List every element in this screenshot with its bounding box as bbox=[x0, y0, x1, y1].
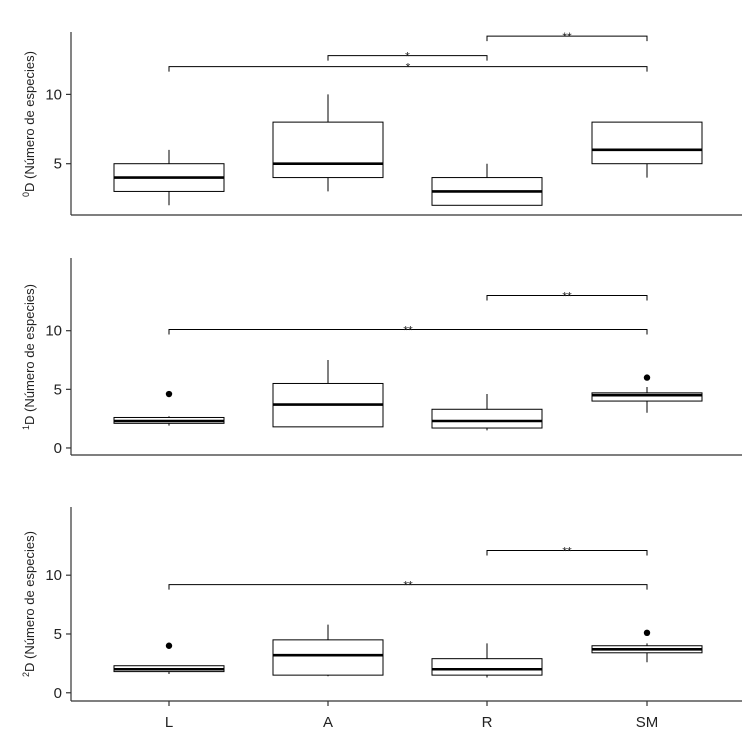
box-sm bbox=[591, 629, 703, 663]
significance-label: ** bbox=[403, 324, 413, 338]
significance-bracket: ** bbox=[168, 324, 648, 338]
y-axis-label: 2D (Número de especies) bbox=[21, 531, 37, 677]
box-a bbox=[272, 94, 384, 192]
significance-bracket: ** bbox=[486, 545, 648, 559]
y-tick-label: 0 bbox=[54, 440, 62, 457]
box-a bbox=[272, 360, 384, 428]
y-axis-label: 1D (Número de especies) bbox=[21, 284, 37, 430]
y-tick-label: 10 bbox=[45, 323, 62, 340]
bracket-line bbox=[168, 584, 648, 590]
box-group bbox=[113, 624, 703, 678]
y-tick-group: 0 5 10 bbox=[45, 567, 71, 702]
panel-shannon: 0 5 10 ** ** 1D (Número de especies) bbox=[21, 258, 742, 457]
box-iqr bbox=[272, 121, 384, 179]
y-axis-label-superscript: 2 bbox=[21, 672, 31, 677]
significance-group: ** ** bbox=[168, 290, 648, 338]
x-tick-group: L A R SM bbox=[165, 701, 658, 731]
significance-label: ** bbox=[562, 30, 572, 44]
panel-richness: 510 **** 0D (Número de especies) bbox=[21, 30, 742, 216]
box-group bbox=[113, 360, 703, 431]
y-axis-label: 0D (Número de especies) bbox=[21, 51, 37, 197]
box-sm bbox=[591, 121, 703, 178]
significance-label: ** bbox=[562, 290, 572, 304]
significance-label: ** bbox=[403, 579, 413, 593]
box-l bbox=[113, 149, 225, 206]
y-tick-label: 10 bbox=[45, 567, 62, 584]
outlier-point bbox=[165, 390, 173, 398]
significance-label: * bbox=[406, 61, 411, 75]
outlier-point bbox=[643, 629, 651, 637]
box-iqr bbox=[591, 392, 703, 402]
box-iqr bbox=[591, 121, 703, 165]
significance-label: ** bbox=[562, 545, 572, 559]
significance-bracket: ** bbox=[486, 30, 648, 44]
y-axis-label-superscript: 1 bbox=[21, 425, 31, 430]
y-tick-label: 10 bbox=[45, 86, 62, 103]
significance-bracket: ** bbox=[168, 579, 648, 593]
bracket-line bbox=[168, 66, 648, 72]
significance-group: ** ** bbox=[168, 545, 648, 593]
box-r bbox=[431, 643, 543, 678]
significance-label: * bbox=[405, 50, 410, 64]
x-tick-label: SM bbox=[636, 714, 659, 731]
x-tick-label: R bbox=[482, 714, 493, 731]
box-group bbox=[113, 94, 703, 206]
y-tick-label: 5 bbox=[54, 381, 62, 398]
significance-bracket: * bbox=[327, 50, 488, 64]
y-tick-group: 5 10 bbox=[45, 86, 71, 173]
box-r bbox=[431, 163, 543, 206]
box-l bbox=[113, 642, 225, 674]
x-tick-label: L bbox=[165, 714, 173, 731]
box-l bbox=[113, 390, 225, 426]
significance-bracket: ** bbox=[486, 290, 648, 304]
x-tick-label: A bbox=[323, 714, 333, 731]
bracket-line bbox=[486, 295, 648, 301]
y-tick-label: 5 bbox=[54, 626, 62, 643]
y-axis-label-main: D (Número de especies) bbox=[22, 531, 37, 672]
significance-bracket: * bbox=[168, 61, 648, 75]
y-tick-label: 0 bbox=[54, 685, 62, 702]
box-a bbox=[272, 624, 384, 677]
box-iqr bbox=[272, 639, 384, 676]
outlier-point bbox=[165, 642, 173, 649]
y-axis-label-main: D (Número de especies) bbox=[22, 284, 37, 425]
y-axis-label-superscript: 0 bbox=[21, 192, 31, 197]
y-tick-group: 0 5 10 bbox=[45, 323, 71, 457]
outlier-point bbox=[643, 374, 651, 381]
significance-group: **** bbox=[168, 30, 648, 75]
bracket-line bbox=[486, 35, 648, 42]
bracket-line bbox=[168, 329, 648, 335]
box-iqr bbox=[431, 658, 543, 676]
panel-simpson: 0 5 10 ** ** 2D (Número de especies) bbox=[21, 507, 742, 702]
y-axis-label-main: D (Número de especies) bbox=[22, 51, 37, 192]
y-tick-label: 5 bbox=[54, 156, 62, 173]
bracket-line bbox=[486, 550, 648, 556]
box-sm bbox=[591, 374, 703, 413]
bracket-line bbox=[327, 55, 488, 61]
box-r bbox=[431, 394, 543, 431]
box-iqr bbox=[431, 408, 543, 429]
